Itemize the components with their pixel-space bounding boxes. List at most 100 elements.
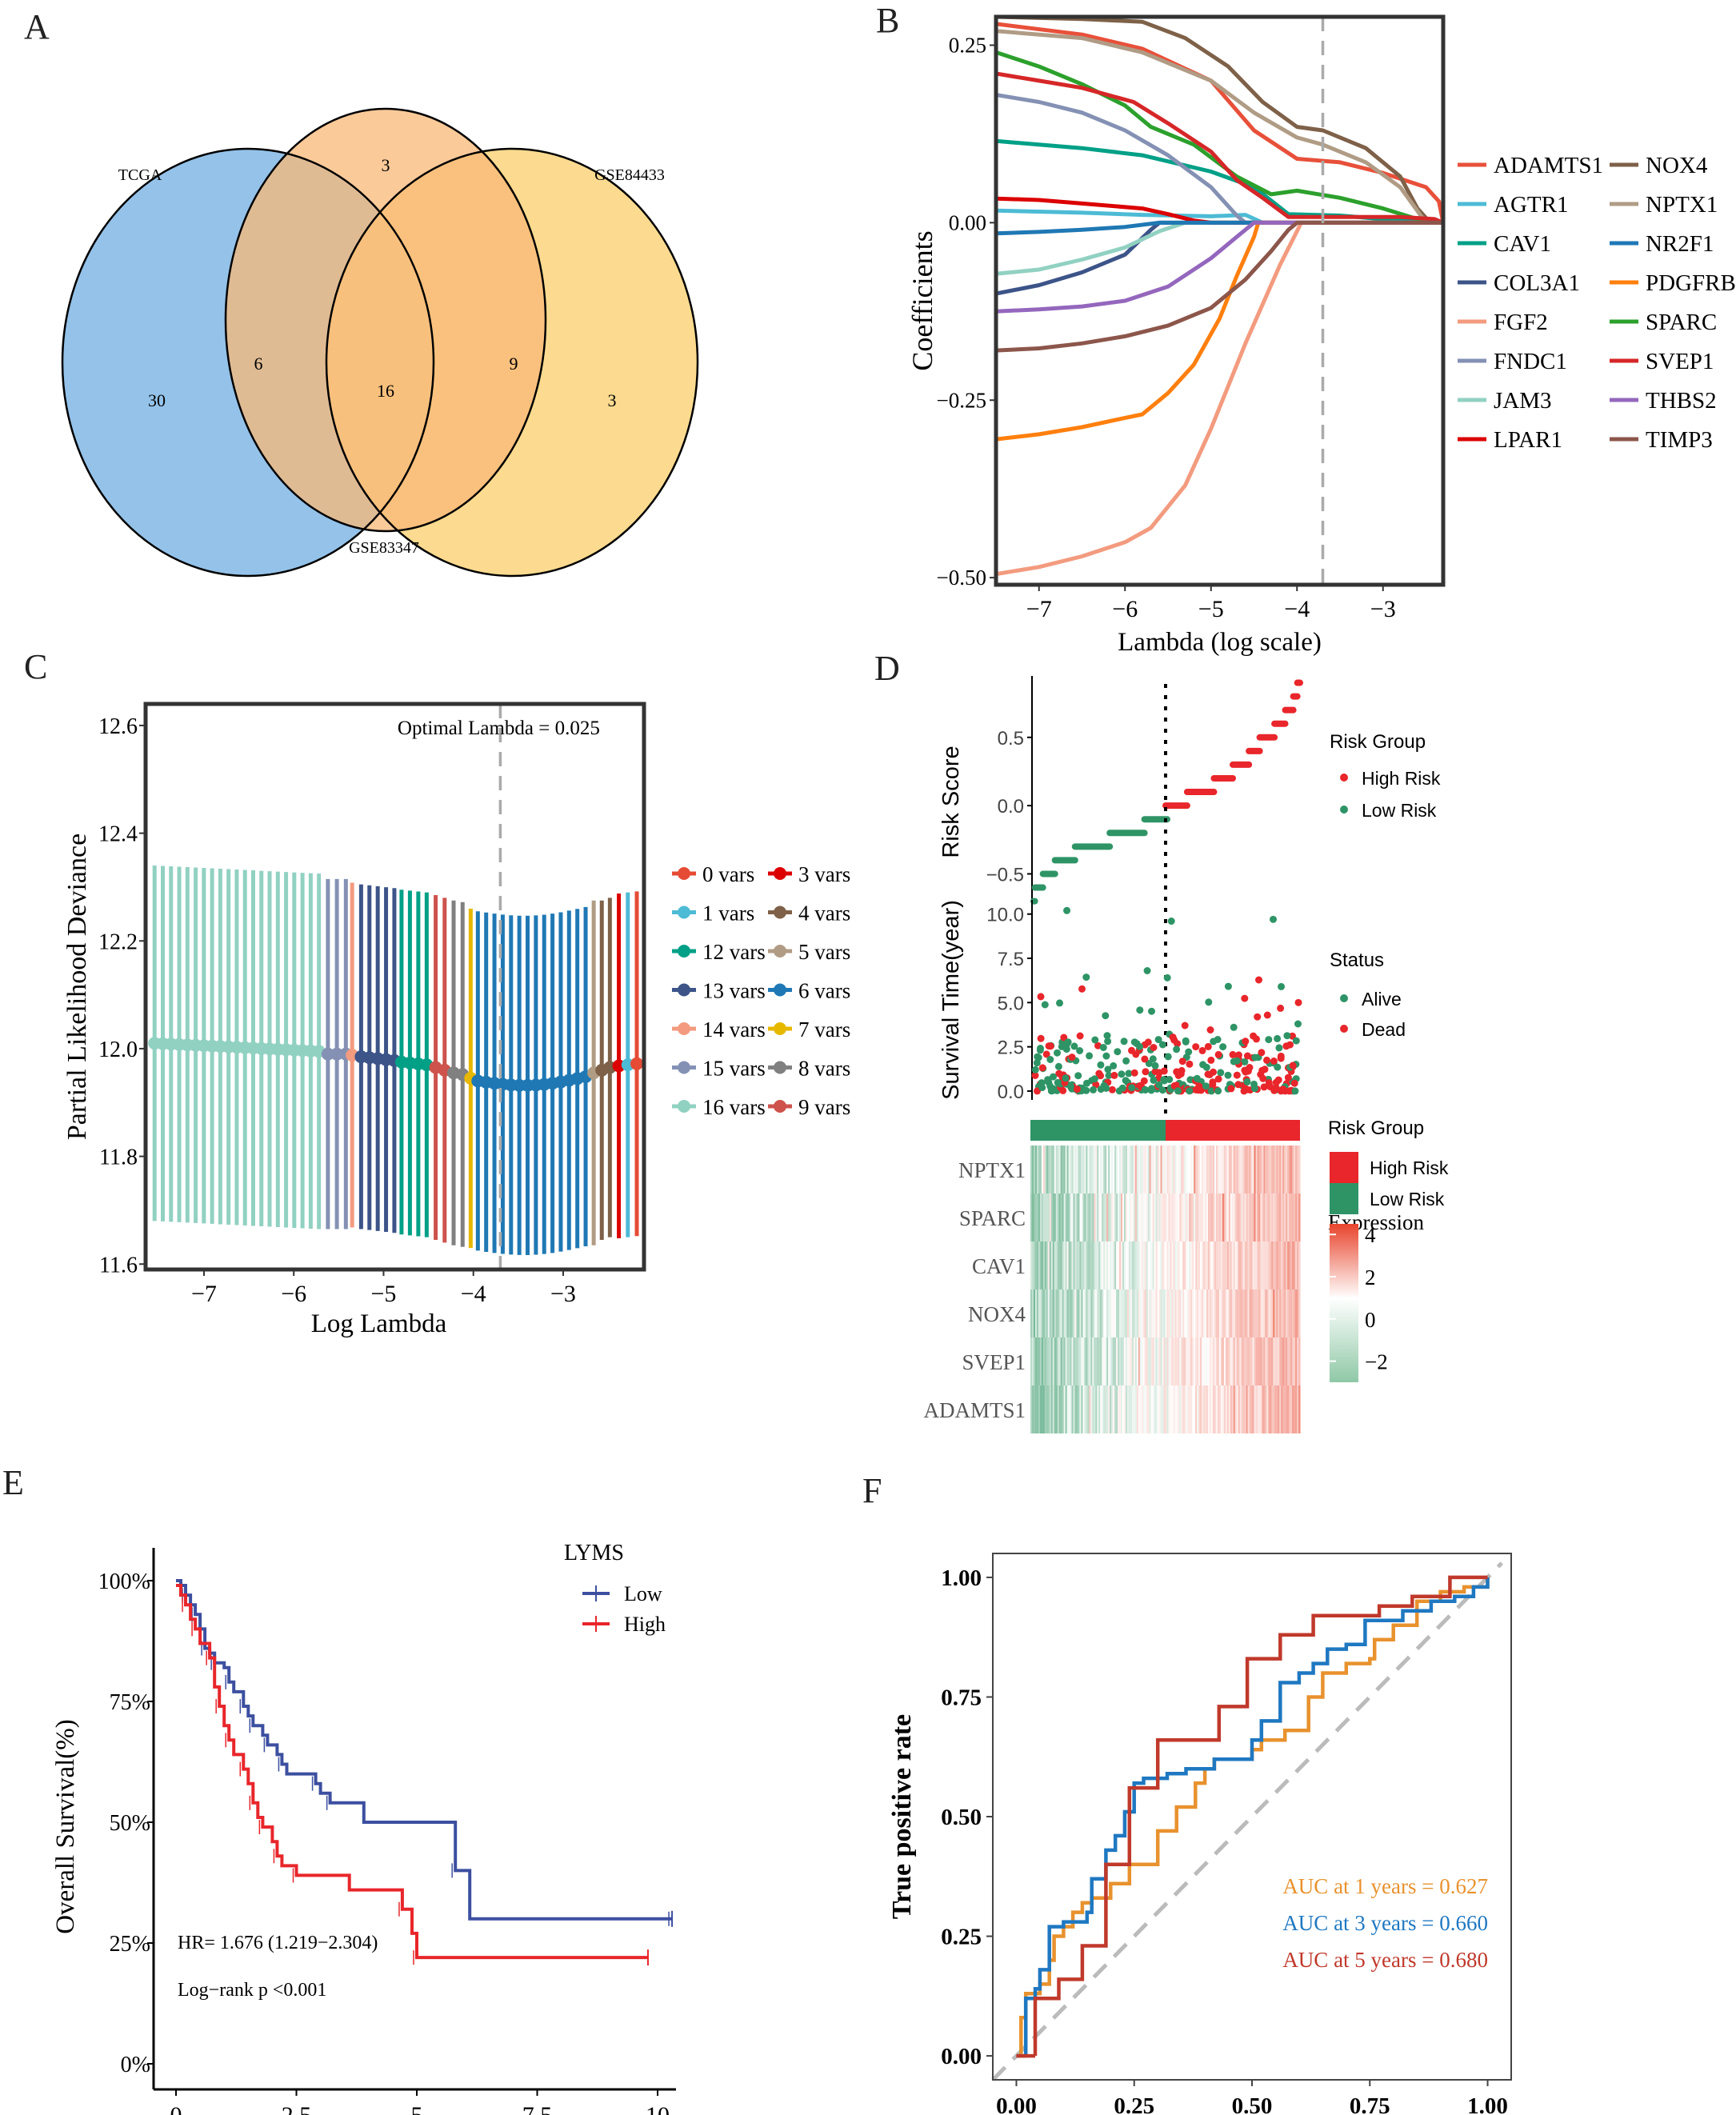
heatmap-cell [1070,1193,1073,1241]
heatmap-cell [1212,1385,1215,1433]
heatmap-cell [1249,1385,1252,1433]
heatmap-cell [1294,1241,1296,1289]
alive-point [1046,1056,1054,1063]
x-tick-label: −4 [461,1281,486,1307]
heatmap-cell [1166,1385,1170,1433]
y-tick-label: 0.50 [941,1805,982,1830]
heatmap-cell [1250,1145,1254,1193]
heatmap-cell [1238,1193,1241,1241]
heatmap-cell [1174,1241,1177,1289]
heatmap-cell [1055,1145,1058,1193]
heatmap-cell [1249,1241,1252,1289]
heatmap-cell [1194,1385,1196,1433]
heatmap-cell [1063,1241,1066,1289]
alive-point [1243,1077,1251,1085]
alive-point [1136,1042,1143,1050]
heatmap-cell [1247,1385,1250,1433]
heatmap-cell [1162,1385,1165,1433]
heatmap-cell [1184,1289,1186,1337]
heatmap-cell [1098,1145,1101,1193]
heatmap-cell [1249,1289,1252,1337]
heatmap-cell [1087,1289,1090,1337]
heatmap-cell [1250,1337,1254,1385]
heatmap-cell [1133,1337,1136,1385]
y-tick-label: 0.75 [941,1685,982,1710]
heatmap-cell [1255,1193,1258,1241]
heatmap-cell [1249,1193,1252,1241]
x-tick-label: 0.25 [1114,2093,1154,2115]
alive-point [1033,1059,1041,1067]
heatmap-cell [1057,1193,1060,1241]
heatmap-cell [1258,1145,1262,1193]
heatmap-cell [1276,1145,1278,1193]
dead-point [1234,1051,1242,1059]
heatmap-cell [1278,1337,1280,1385]
heatmap-cell [1090,1289,1093,1337]
dead-point [1046,1042,1054,1050]
heatmap-cell [1197,1193,1199,1241]
heatmap-cell [1198,1241,1201,1289]
heatmap-cell [1050,1385,1054,1433]
alive-point [1049,1087,1057,1094]
panel-label-c: C [24,647,48,686]
auc-annotation: AUC at 3 years = 0.660 [1282,1911,1488,1935]
heatmap-cell [1066,1145,1070,1193]
heatmap-cell [1122,1337,1125,1385]
legend-marker [1340,806,1348,814]
roc-curve [1016,1577,1490,2058]
heatmap-cell [1106,1193,1109,1241]
heatmap-cell [1208,1145,1210,1193]
legend-label: Low Risk [1370,1189,1445,1209]
heatmap-cell [1234,1289,1238,1337]
heatmap-cell [1181,1145,1183,1193]
heatmap-cell [1186,1337,1188,1385]
heatmap-cell [1194,1337,1196,1385]
heatmap-cell [1111,1145,1114,1193]
heatmap-cell [1102,1337,1104,1385]
roc-curve [1016,1575,1488,2058]
heatmap-cell [1073,1193,1076,1241]
heatmap-cell [1222,1337,1225,1385]
heatmap-cell [1057,1241,1060,1289]
heatmap-cell [1210,1193,1212,1241]
heatmap-cell [1142,1241,1146,1289]
heatmap-cell [1154,1241,1157,1289]
heatmap-cell [1210,1289,1212,1337]
heatmap-cell [1076,1145,1079,1193]
x-tick-label: −3 [550,1281,576,1307]
alive-point [1241,1058,1249,1065]
alive-point [1207,1087,1215,1095]
heatmap-cell [1287,1337,1290,1385]
heatmap-cell [1298,1145,1301,1193]
legend-label: High Risk [1362,768,1441,789]
heatmap-cell [1165,1241,1168,1289]
heatmap-cell [1089,1337,1091,1385]
heatmap-cell [1231,1385,1234,1433]
dead-point [1206,1070,1214,1078]
heatmap-cell [1198,1193,1201,1241]
heatmap-cell [1094,1289,1096,1337]
legend-label: TIMP3 [1646,427,1713,453]
heatmap-cell [1246,1385,1249,1433]
heatmap-cell [1281,1193,1283,1241]
alive-point [1143,966,1151,974]
heatmap-cell [1197,1385,1199,1433]
heatmap-cell [1055,1385,1058,1433]
heatmap-cell [1160,1385,1163,1433]
heatmap-cell [1130,1241,1133,1289]
heatmap-cell [1070,1337,1073,1385]
x-tick-label: −7 [1026,596,1052,622]
heatmap-cell [1149,1241,1152,1289]
alive-point [1041,1001,1049,1009]
heatmap-cell [1215,1385,1218,1433]
heatmap-cell [1187,1385,1190,1433]
y-axis-label: Partial Likelihood Deviance [62,834,92,1140]
dead-point [1277,1004,1285,1012]
heatmap-cell [1222,1145,1225,1193]
heatmap-cell [1063,1337,1066,1385]
heatmap-cell [1252,1241,1255,1289]
heatmap-cell [1089,1289,1091,1337]
heatmap-cell [1139,1385,1142,1433]
heatmap-cell [1274,1193,1277,1241]
y-tick-label: 1.00 [941,1565,982,1591]
